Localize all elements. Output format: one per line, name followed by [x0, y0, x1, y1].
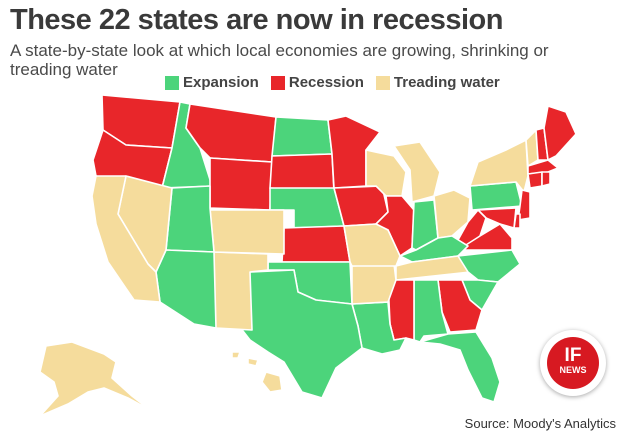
state-hi	[231, 351, 283, 393]
state-ny	[469, 139, 529, 193]
source-credit: Source: Moody's Analytics	[464, 416, 616, 431]
state-va	[457, 223, 513, 251]
state-ar	[351, 263, 397, 305]
state-nj	[517, 189, 531, 221]
legend-item-recession: Recession	[270, 74, 364, 91]
map-legend: Expansion Recession Treading water	[165, 74, 500, 91]
legend-item-expansion: Expansion	[165, 74, 259, 91]
page-subtitle: A state-by-state look at which local eco…	[10, 41, 549, 79]
state-ut	[165, 185, 215, 253]
state-al	[413, 279, 449, 343]
page-title: These 22 states are now in recession	[10, 4, 503, 36]
badge-text-if: IF	[564, 345, 582, 366]
legend-label-recession: Recession	[288, 74, 364, 91]
state-ma	[527, 159, 559, 175]
if-news-logo: IF NEWS	[547, 337, 599, 389]
state-sd	[269, 153, 335, 193]
state-co	[209, 209, 285, 255]
legend-swatch-recession	[270, 75, 285, 90]
if-news-badge: IF NEWS	[540, 330, 606, 396]
state-nd	[271, 116, 333, 157]
state-ri	[541, 171, 551, 187]
state-ca	[91, 175, 161, 303]
state-ak	[39, 341, 151, 417]
state-nc	[457, 249, 521, 283]
state-pa	[469, 181, 523, 211]
state-tx	[235, 269, 363, 399]
state-wy	[209, 157, 273, 211]
legend-label-treading: Treading water	[393, 74, 500, 91]
state-ct	[527, 171, 543, 189]
legend-swatch-treading	[375, 75, 390, 90]
legend-label-expansion: Expansion	[183, 74, 259, 91]
state-me	[543, 105, 577, 161]
legend-swatch-expansion	[165, 75, 179, 90]
badge-text-news: NEWS	[559, 365, 587, 375]
state-ks	[281, 225, 351, 263]
state-az	[155, 249, 217, 329]
legend-item-treading: Treading water	[375, 74, 500, 91]
state-fl	[419, 331, 501, 403]
